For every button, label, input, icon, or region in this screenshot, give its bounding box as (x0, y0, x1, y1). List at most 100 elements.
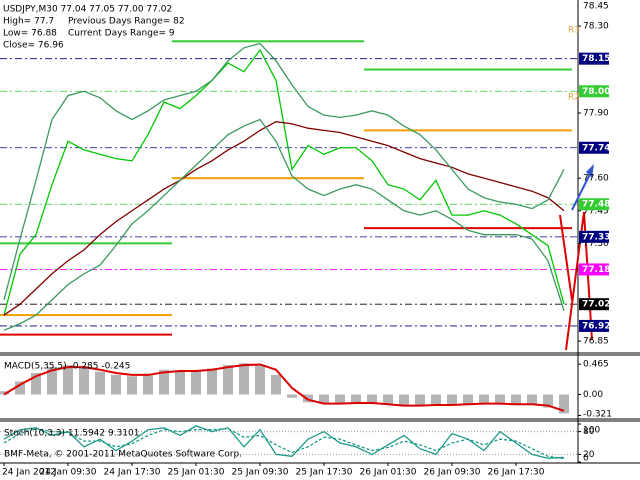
y-tick-label: 77.60 (583, 174, 609, 184)
x-tick-label: 24 Jan 09:30 (40, 468, 97, 478)
macd-bar (207, 368, 217, 395)
macd-bar (175, 371, 185, 395)
macd-bar (495, 394, 505, 405)
level-box (579, 319, 609, 332)
current-range: Current Days Range= 9 (68, 29, 175, 39)
projection-arrow (571, 169, 593, 211)
macd-bar (319, 394, 329, 404)
series-line (3, 425, 565, 459)
y-tick-label: 76.85 (583, 337, 609, 347)
macd-bar (415, 394, 425, 406)
macd-bar (559, 394, 569, 414)
y-tick-label: 0.00 (583, 390, 603, 400)
series-line (3, 48, 565, 316)
level-label: 77.74 (582, 143, 610, 153)
series-line (3, 121, 565, 316)
macd-bar (351, 394, 361, 403)
macd-bar (223, 365, 233, 395)
series-line (3, 363, 565, 412)
macd-bar (143, 373, 153, 395)
macd-bar (271, 374, 281, 395)
x-tick-label: 26 Jan 09:30 (424, 468, 481, 478)
x-tick-label: 25 Jan 09:30 (232, 468, 289, 478)
macd-bar (287, 394, 297, 398)
level-box (579, 230, 609, 243)
macd-bar (159, 369, 169, 395)
macd-bar (367, 394, 377, 404)
projection-arrow (559, 214, 573, 301)
level-label: 77.33 (582, 232, 610, 242)
macd-bar (527, 394, 537, 405)
close-info: Close= 76.96 (3, 41, 64, 51)
y-tick-label: 0 (583, 454, 589, 464)
macd-bar (255, 364, 265, 395)
y-tick-label: 0.465 (583, 360, 609, 370)
macd-bar (95, 371, 105, 395)
macd-bar (15, 381, 25, 395)
macd-bar (111, 374, 121, 395)
level-box (579, 198, 609, 211)
y-tick-label: 100 (583, 426, 600, 436)
level-box (579, 263, 609, 276)
macd-bar (335, 394, 345, 403)
x-tick-label: 24 Jan 2012 (2, 468, 56, 478)
x-tick-label: 25 Jan 01:30 (168, 468, 225, 478)
macd-bar (63, 365, 73, 395)
copyright: BMF-Meta, © 2001-2011 MetaQuotes Softwar… (4, 450, 242, 460)
arrow-head (586, 164, 594, 178)
macd-bar (191, 371, 201, 395)
previous-range: Previous Days Range= 82 (68, 17, 185, 27)
macd-bar (479, 394, 489, 404)
macd-bar (399, 394, 409, 407)
macd-bar (31, 372, 41, 395)
macd-bar (303, 394, 313, 403)
low-info: Low= 76.88 (3, 29, 57, 39)
macd-bar (127, 376, 137, 395)
level-box (579, 52, 609, 65)
level-label: 77.48 (582, 200, 610, 210)
symbol-info: USDJPY,M30 77.04 77.05 77.00 77.02 (3, 5, 172, 15)
macd-bar (543, 394, 553, 408)
macd-bar (239, 363, 249, 395)
y-tick-label: 78.45 (583, 2, 609, 12)
level-label: 77.18 (582, 265, 610, 275)
projection-arrow (565, 211, 593, 351)
macd-bar (0, 391, 9, 395)
macd-bar (447, 394, 457, 406)
x-tick-label: 24 Jan 17:30 (104, 468, 161, 478)
level-box (579, 141, 609, 154)
stoch-title: Stoch(10,3,3) 11.5942 9.3101 (4, 429, 139, 439)
level-box (579, 85, 609, 98)
macd-bar (383, 394, 393, 405)
macd-bar (463, 394, 473, 405)
pivot-annotation: R3 (568, 26, 580, 36)
level-box (579, 298, 609, 311)
series-line (3, 118, 565, 331)
level-label: 77.02 (582, 300, 610, 310)
y-tick-label: 80 (583, 427, 595, 437)
plot-layers (0, 40, 578, 460)
x-tick-label: 25 Jan 17:30 (296, 468, 353, 478)
level-label: 76.92 (582, 321, 610, 331)
series-line (3, 42, 565, 301)
macd-bar (431, 394, 441, 405)
y-tick-label: 77.90 (583, 108, 609, 118)
high-info: High= 77.7 (3, 17, 54, 27)
macd-bar (511, 394, 521, 405)
macd-bar (47, 367, 57, 395)
series-line (3, 427, 565, 460)
level-label: 78.00 (582, 87, 610, 97)
x-tick-label: 26 Jan 17:30 (488, 468, 545, 478)
y-tick-label: -0.321 (583, 410, 612, 420)
level-label: 78.15 (582, 54, 610, 64)
y-tick-label: 77.45 (583, 206, 609, 216)
y-tick-label: 77.30 (583, 239, 609, 249)
x-tick-label: 26 Jan 01:30 (360, 468, 417, 478)
macd-bar (79, 368, 89, 395)
macd-title: MACD(5,35,5) -0.285 -0.245 (4, 362, 130, 372)
pivot-annotation: R2 (568, 93, 580, 103)
y-tick-label: 78.30 (583, 22, 609, 32)
